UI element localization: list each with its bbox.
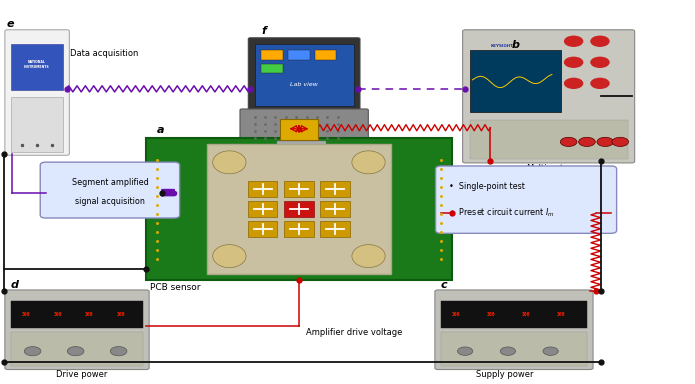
Text: 300: 300	[22, 312, 30, 317]
Text: 300: 300	[117, 312, 126, 317]
Ellipse shape	[213, 245, 246, 268]
Circle shape	[591, 78, 609, 88]
Text: 300: 300	[85, 312, 94, 317]
Bar	[320, 221, 350, 237]
Circle shape	[612, 137, 628, 146]
Text: e: e	[6, 19, 14, 30]
Text: d: d	[10, 280, 18, 290]
Circle shape	[543, 347, 558, 355]
Circle shape	[591, 36, 609, 46]
Text: Lab view: Lab view	[291, 83, 318, 88]
Bar	[11, 332, 143, 366]
Text: Segment amplified: Segment amplified	[72, 178, 148, 187]
Bar	[320, 181, 350, 197]
Text: c: c	[441, 280, 447, 290]
FancyBboxPatch shape	[435, 290, 593, 369]
FancyBboxPatch shape	[40, 162, 179, 218]
Bar	[320, 201, 350, 217]
Text: 300: 300	[557, 312, 566, 317]
Text: Data acquisition: Data acquisition	[70, 49, 138, 58]
Bar	[441, 332, 587, 366]
Bar	[254, 43, 354, 106]
Text: KEYSIGHT: KEYSIGHT	[491, 44, 514, 48]
Bar	[11, 97, 63, 152]
Circle shape	[24, 347, 41, 356]
Bar	[11, 43, 63, 90]
Circle shape	[564, 36, 582, 46]
Text: 300: 300	[522, 312, 530, 317]
FancyBboxPatch shape	[240, 109, 368, 143]
FancyBboxPatch shape	[5, 30, 70, 155]
Ellipse shape	[352, 245, 385, 268]
Text: Drive power: Drive power	[56, 370, 108, 379]
Bar	[284, 181, 313, 197]
Bar	[11, 301, 143, 328]
Text: 300: 300	[486, 312, 496, 317]
Bar	[147, 139, 452, 280]
Bar	[284, 201, 313, 217]
Circle shape	[560, 137, 577, 146]
FancyBboxPatch shape	[5, 290, 149, 369]
Bar	[284, 221, 313, 237]
Text: Amplifier drive voltage: Amplifier drive voltage	[306, 328, 402, 337]
Circle shape	[579, 137, 595, 146]
Circle shape	[457, 347, 473, 355]
Text: signal acquisition: signal acquisition	[75, 197, 145, 205]
Text: PCB sensor: PCB sensor	[150, 283, 200, 292]
Bar	[470, 50, 561, 112]
Circle shape	[67, 347, 84, 356]
Text: f: f	[261, 26, 266, 36]
Bar	[470, 120, 628, 159]
Circle shape	[591, 57, 609, 67]
Circle shape	[564, 78, 582, 88]
Bar	[441, 301, 587, 328]
Text: a: a	[157, 125, 164, 135]
Text: •  Preset circuit current $I_m$: • Preset circuit current $I_m$	[450, 207, 555, 219]
Text: 300: 300	[54, 312, 62, 317]
Text: NATIONAL
INSTRUMENTS: NATIONAL INSTRUMENTS	[24, 60, 50, 69]
Text: Computer: Computer	[283, 157, 325, 166]
Bar	[248, 181, 277, 197]
Text: Supply power: Supply power	[476, 370, 533, 379]
FancyBboxPatch shape	[436, 166, 616, 233]
Circle shape	[564, 57, 582, 67]
Bar	[277, 141, 326, 151]
Text: b: b	[512, 40, 519, 50]
Bar	[288, 50, 309, 60]
Text: Multimeter: Multimeter	[525, 164, 572, 174]
Circle shape	[500, 347, 516, 355]
Bar	[261, 64, 283, 73]
FancyBboxPatch shape	[463, 30, 635, 163]
Bar	[280, 119, 318, 140]
Bar	[261, 50, 283, 60]
Circle shape	[597, 137, 614, 146]
Bar	[248, 221, 277, 237]
Ellipse shape	[352, 151, 385, 174]
FancyBboxPatch shape	[248, 38, 360, 111]
Bar	[248, 201, 277, 217]
Bar	[207, 144, 391, 274]
Text: •  Single-point test: • Single-point test	[450, 182, 525, 191]
Circle shape	[111, 347, 127, 356]
Text: 300: 300	[452, 312, 460, 317]
Ellipse shape	[213, 151, 246, 174]
Bar	[315, 50, 336, 60]
